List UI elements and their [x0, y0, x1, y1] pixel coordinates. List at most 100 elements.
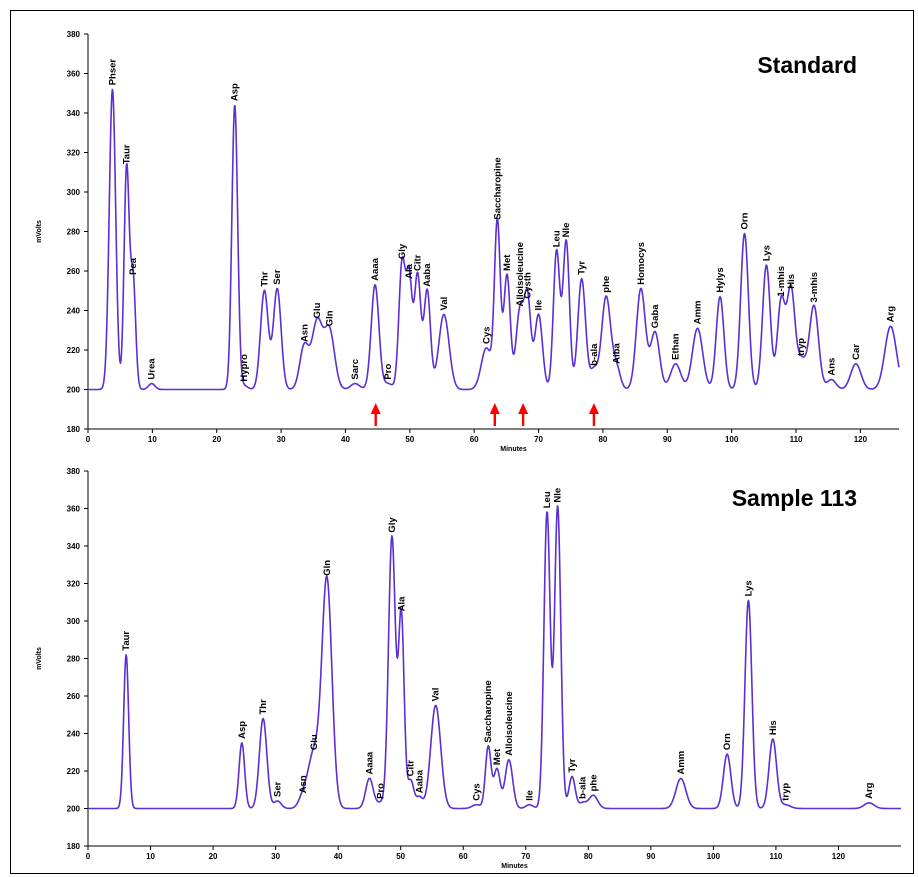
sample-peak-label: Asp [237, 721, 248, 739]
standard-peak-label: 3-mhis [809, 272, 820, 303]
sample-peak-label: Lys [743, 580, 754, 596]
red-arrow-marker [370, 403, 381, 426]
standard-x-tick-label: 70 [534, 435, 543, 444]
sample-y-tick-label: 260 [67, 692, 81, 701]
standard-peak-label: Aaba [422, 263, 433, 287]
standard-peak-label: Alloisoleucine [515, 242, 526, 306]
standard-peak-label: Thr [259, 271, 270, 287]
sample-panel: 180 200 220 240 260 280 300 320 340 360 380 0 10 20 30… [36, 467, 902, 870]
sample-trace [87, 505, 902, 810]
sample-y-tick-label: 300 [67, 617, 81, 626]
sample-peak-label: His [768, 720, 779, 735]
standard-y-tick-label: 180 [67, 425, 81, 434]
standard-peak-label: Asp [230, 83, 241, 101]
standard-peak-label: Aaaa [370, 257, 381, 280]
sample-x-tick-label: 30 [271, 852, 280, 861]
standard-y-axis-title: mVolts [36, 220, 43, 243]
standard-x-tick-label: 50 [405, 435, 414, 444]
sample-peak-label: Arg [864, 782, 875, 799]
standard-panel: 180 200 220 240 260 280 300 320 340 360 380 0 10 20 30… [36, 30, 900, 453]
sample-peak-label: Gly [387, 517, 398, 533]
red-arrow-head [370, 403, 381, 414]
standard-x-tick-label: 40 [341, 435, 350, 444]
standard-y-tick-label: 240 [67, 307, 81, 316]
standard-peak-label: Aiba [611, 342, 622, 363]
standard-peak-label: Leu [552, 230, 563, 247]
red-arrow-marker [518, 403, 529, 426]
standard-peak-label: Nle [561, 223, 572, 238]
standard-peak-label: Glu [312, 302, 323, 318]
red-arrow-marker [588, 403, 599, 426]
red-arrow-marker [489, 403, 500, 426]
standard-y-tick-label: 260 [67, 267, 81, 276]
standard-x-tick-label: 20 [212, 435, 221, 444]
sample-x-tick-label: 70 [521, 852, 530, 861]
sample-y-tick-label: 220 [67, 767, 81, 776]
sample-peak-label: Amm [676, 751, 687, 775]
standard-peak-label: phe [601, 276, 612, 293]
standard-y-tick-label: 300 [67, 188, 81, 197]
sample-y-tick-label: 380 [67, 467, 81, 476]
standard-peak-label: Car [851, 344, 862, 360]
standard-peak-label: Val [439, 297, 450, 311]
sample-peak-label: phe [588, 774, 599, 791]
standard-x-axis-title: Minutes [500, 446, 527, 453]
sample-y-tick-label: 180 [67, 842, 81, 851]
sample-x-tick-label: 20 [209, 852, 218, 861]
sample-peak-label: Ala [396, 596, 407, 612]
sample-peak-label: Taur [121, 631, 132, 651]
standard-peak-label: tryp [796, 338, 807, 356]
standard-peak-label: Ans [826, 358, 837, 376]
sample-peak-label: Met [492, 748, 503, 765]
standard-y-tick-label: 280 [67, 228, 81, 237]
standard-peak-label: Pea [128, 257, 139, 275]
sample-x-axis-title: Minutes [501, 863, 528, 870]
standard-y-tick-label: 200 [67, 386, 81, 395]
standard-x-tick-label: 110 [790, 435, 803, 444]
standard-x-tick-label: 100 [725, 435, 739, 444]
standard-peak-label: Saccharopine [492, 157, 503, 219]
sample-peak-label: Cys [471, 783, 482, 800]
sample-x-tick-label: 10 [146, 852, 155, 861]
sample-y-tick-label: 240 [67, 730, 81, 739]
sample-x-tick-label: 90 [646, 852, 655, 861]
standard-peak-label: Sarc [350, 359, 361, 380]
sample-peak-label: tryp [780, 783, 791, 801]
red-arrow-head [588, 403, 599, 414]
standard-peak-label: Hylys [715, 267, 726, 292]
sample-peak-label: Ile [525, 790, 536, 801]
sample-peak-label: Leu [542, 491, 553, 508]
sample-peak-label: Thr [258, 699, 269, 715]
standard-x-tick-label: 0 [86, 435, 91, 444]
sample-peak-label: Gln [322, 560, 333, 576]
sample-x-tick-label: 40 [334, 852, 343, 861]
sample-peak-label: Glu [309, 734, 320, 750]
sample-x-tick-label: 60 [459, 852, 468, 861]
standard-peak-label: Urea [147, 358, 158, 380]
standard-peak-label: Ser [272, 269, 283, 285]
standard-peak-label: Amm [693, 301, 704, 325]
standard-peak-label: Gaba [650, 304, 661, 328]
standard-peak-label: Gln [324, 310, 335, 326]
standard-peak-label: Taur [122, 144, 133, 164]
standard-peak-label: Tyr [577, 261, 588, 275]
standard-y-tick-label: 320 [67, 149, 81, 158]
standard-peak-label: b-ala [589, 343, 600, 366]
figure-frame: 180 200 220 240 260 280 300 320 340 360 380 0 10 20 30… [10, 10, 914, 874]
standard-peak-label: Ala [404, 263, 415, 279]
sample-peak-label: Alloisoleucine [504, 691, 515, 755]
standard-x-tick-label: 30 [277, 435, 286, 444]
standard-peak-label: Hypro [239, 354, 250, 382]
sample-x-tick-label: 50 [396, 852, 405, 861]
standard-peak-label: Cys [481, 327, 492, 344]
sample-title: Sample 113 [732, 485, 857, 511]
sample-x-tick-label: 110 [769, 852, 782, 861]
red-arrow-head [518, 403, 529, 414]
sample-x-tick-label: 100 [707, 852, 721, 861]
standard-y-tick-label: 360 [67, 70, 81, 79]
sample-peak-label: Pro [376, 783, 387, 799]
standard-peak-label: Ile [534, 300, 545, 311]
sample-peak-label: Saccharopine [483, 680, 494, 742]
sample-peak-label: Citr [406, 760, 417, 777]
